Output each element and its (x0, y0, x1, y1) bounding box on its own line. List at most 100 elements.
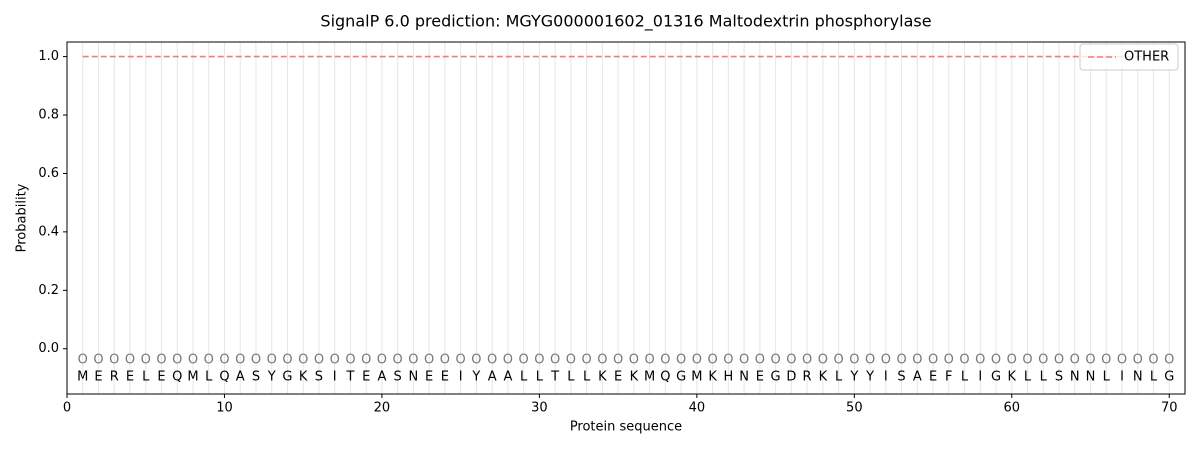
residue-label: K (630, 370, 639, 385)
predicted-label: O (188, 353, 198, 368)
residue-label: E (929, 370, 937, 385)
predicted-label: O (1133, 353, 1143, 368)
predicted-label: O (660, 353, 670, 368)
y-tick-label: 1.0 (38, 49, 59, 64)
residue-label: S (394, 370, 402, 385)
predicted-label: O (896, 353, 906, 368)
residue-label: M (644, 370, 655, 385)
predicted-label: O (928, 353, 938, 368)
x-tick-label: 30 (531, 401, 548, 416)
predicted-label: O (282, 353, 292, 368)
predicted-label: O (109, 353, 119, 368)
predicted-label: O (723, 353, 733, 368)
predicted-label: O (125, 353, 135, 368)
residue-label: N (739, 370, 749, 385)
predicted-label: O (849, 353, 859, 368)
residue-label: L (142, 370, 150, 385)
residue-label: T (550, 370, 559, 385)
x-axis-label: Protein sequence (570, 420, 682, 435)
predicted-label: O (503, 353, 513, 368)
predicted-label: O (881, 353, 891, 368)
predicted-label: O (786, 353, 796, 368)
x-tick-label: 60 (1004, 401, 1021, 416)
residue-label: L (835, 370, 843, 385)
residue-label: M (187, 370, 198, 385)
residue-label: Y (471, 370, 480, 385)
residue-label: Q (660, 370, 670, 385)
residue-label: M (691, 370, 702, 385)
predicted-label: O (267, 353, 277, 368)
residue-label: D (786, 370, 796, 385)
residue-label: Y (849, 370, 858, 385)
predicted-label: O (1054, 353, 1064, 368)
residue-label: S (1055, 370, 1063, 385)
residue-label: Q (219, 370, 229, 385)
residue-label: K (819, 370, 828, 385)
predicted-label: O (345, 353, 355, 368)
y-tick-label: 0.0 (38, 341, 59, 356)
predicted-label: O (298, 353, 308, 368)
predicted-label: O (235, 353, 245, 368)
predicted-label: O (1164, 353, 1174, 368)
y-tick-label: 0.6 (38, 166, 59, 181)
predicted-label: O (1085, 353, 1095, 368)
predicted-label: O (519, 353, 529, 368)
residue-label: E (94, 370, 102, 385)
predicted-label: O (991, 353, 1001, 368)
y-tick-label: 0.4 (38, 224, 59, 239)
residue-label: G (771, 370, 781, 385)
residue-label: F (945, 370, 952, 385)
residue-label: E (756, 370, 764, 385)
y-tick-label: 0.2 (38, 283, 59, 298)
predicted-label: O (944, 353, 954, 368)
predicted-label: O (1022, 353, 1032, 368)
residue-label: Y (865, 370, 874, 385)
residue-label: N (1070, 370, 1080, 385)
predicted-label: O (550, 353, 560, 368)
residue-label: N (1133, 370, 1143, 385)
residue-label: K (1008, 370, 1017, 385)
residue-label: L (520, 370, 528, 385)
chart-title: SignalP 6.0 prediction: MGYG000001602_01… (320, 12, 931, 32)
predicted-label: O (912, 353, 922, 368)
x-tick-label: 40 (689, 401, 706, 416)
predicted-label: O (818, 353, 828, 368)
predicted-label: O (613, 353, 623, 368)
residue-label: G (282, 370, 292, 385)
predicted-label: O (487, 353, 497, 368)
residue-label: E (441, 370, 449, 385)
predicted-label: O (739, 353, 749, 368)
predicted-label: O (330, 353, 340, 368)
x-tick-label: 50 (846, 401, 863, 416)
residue-label: A (503, 370, 512, 385)
predicted-label: O (566, 353, 576, 368)
residue-label: E (157, 370, 165, 385)
predicted-label: O (93, 353, 103, 368)
residue-label: I (333, 370, 337, 385)
predicted-label: O (629, 353, 639, 368)
predicted-label: O (833, 353, 843, 368)
residue-label: T (345, 370, 354, 385)
residue-label: Y (267, 370, 276, 385)
residue-label: K (598, 370, 607, 385)
predicted-label: O (393, 353, 403, 368)
residue-label: E (425, 370, 433, 385)
residue-label: K (708, 370, 717, 385)
residue-label: A (377, 370, 386, 385)
residue-label: S (897, 370, 905, 385)
predicted-label: O (251, 353, 261, 368)
predicted-label: O (156, 353, 166, 368)
residue-label: S (252, 370, 260, 385)
predicted-label: O (204, 353, 214, 368)
residue-label: L (1150, 370, 1158, 385)
residue-label: L (567, 370, 575, 385)
residue-label: L (205, 370, 213, 385)
predicted-label: O (471, 353, 481, 368)
predicted-label: O (424, 353, 434, 368)
predicted-label: O (219, 353, 229, 368)
predicted-label: O (692, 353, 702, 368)
residue-label: L (536, 370, 544, 385)
residue-label: K (299, 370, 308, 385)
predicted-label: O (456, 353, 466, 368)
